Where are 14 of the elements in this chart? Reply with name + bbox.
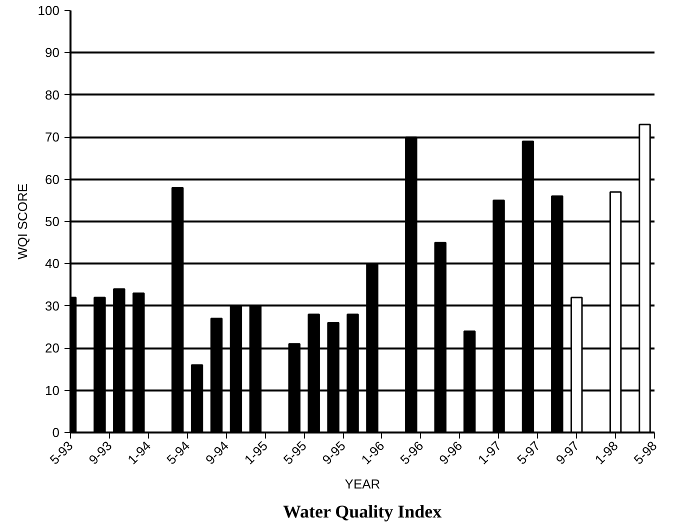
- y-tick-label: 70: [45, 130, 60, 145]
- text: Water Quality Index: [283, 502, 442, 522]
- y-tick-label: 90: [45, 45, 60, 60]
- y-tick-label: 60: [45, 172, 60, 187]
- y-tick-label: 100: [38, 3, 60, 18]
- y-tick-label: 0: [52, 425, 60, 440]
- y-tick-label: 40: [45, 256, 60, 272]
- y-tick-label: 10: [45, 382, 60, 398]
- y-tick-label: 20: [45, 340, 60, 356]
- y-tick-label: 80: [45, 87, 60, 102]
- y-axis-title: WQI SCORE: [14, 183, 30, 260]
- x-axis-title: YEAR: [344, 476, 380, 492]
- y-tick-label: 30: [45, 298, 60, 314]
- y-tick-label: 50: [45, 214, 60, 229]
